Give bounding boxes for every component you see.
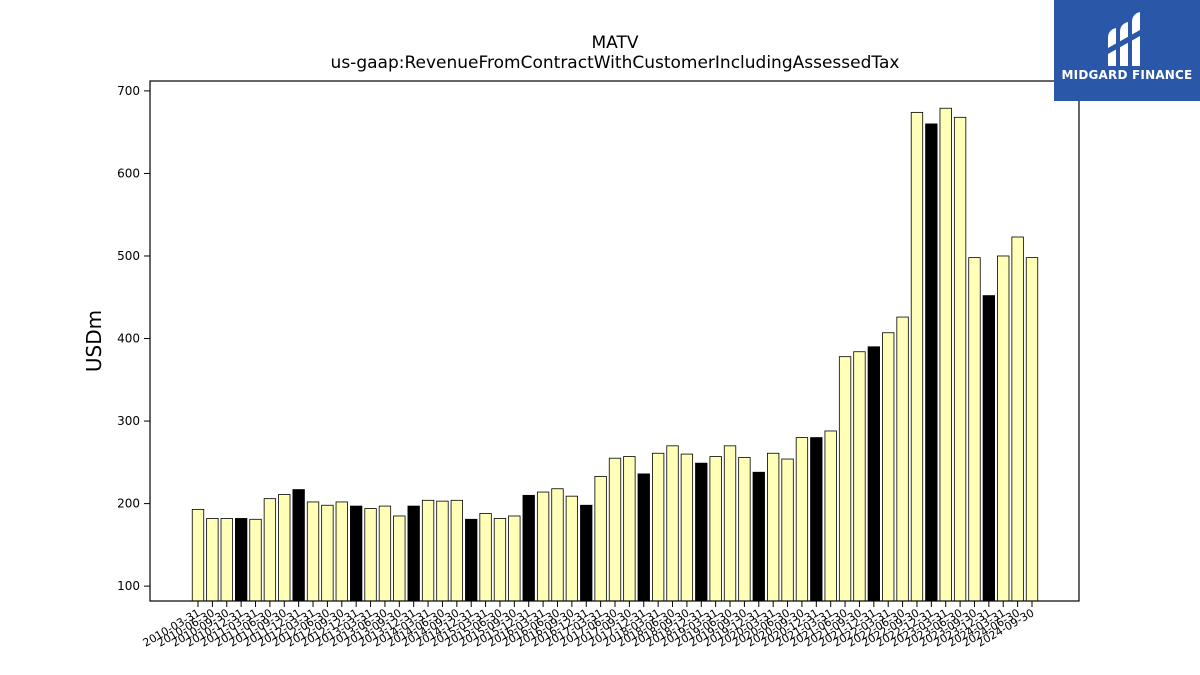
bar-2024-03-31 <box>997 255 1010 602</box>
bar-2011-12-31 <box>292 489 305 602</box>
bar-2022-09-30 <box>910 111 924 602</box>
plot-frame <box>149 80 1080 602</box>
bar-2022-06-30 <box>896 316 909 602</box>
y-tick-label: 500 <box>117 249 140 263</box>
bar-2019-12-31 <box>752 471 765 602</box>
y-axis: 100 200 300 400 500 600 700 <box>117 84 150 593</box>
bar-2016-09-30 <box>565 495 579 602</box>
x-axis: 2010-03-312010-06-302010-09-302010-12-31… <box>141 601 1037 650</box>
bars-group <box>191 107 1039 602</box>
bar-2012-12-31 <box>350 505 363 602</box>
bar-2024-06-30 <box>1011 236 1024 602</box>
bar-2013-03-31 <box>364 508 377 602</box>
bar-2014-06-30 <box>436 500 449 602</box>
bar-2012-06-30 <box>321 504 334 602</box>
y-tick-label: 200 <box>117 497 140 511</box>
bar-2017-06-30 <box>608 457 622 602</box>
bar-2021-03-31 <box>824 430 837 602</box>
bar-2019-09-30 <box>738 456 751 602</box>
bar-2023-12-31 <box>982 295 996 602</box>
bar-2013-06-30 <box>378 505 392 602</box>
bar-2018-03-31 <box>651 452 665 602</box>
bar-2018-12-31 <box>695 462 708 602</box>
bar-2018-06-30 <box>666 445 679 602</box>
bar-2013-09-30 <box>393 515 406 602</box>
bar-2020-03-31 <box>767 452 780 602</box>
y-tick-label: 600 <box>117 166 140 180</box>
bar-2011-06-30 <box>263 498 277 602</box>
bar-2014-03-31 <box>421 499 435 602</box>
bar-2015-06-30 <box>493 518 507 602</box>
bar-2021-12-31 <box>867 346 880 602</box>
midgard-logo-icon <box>1108 12 1140 66</box>
bar-2015-03-31 <box>479 513 492 602</box>
bar-2022-12-31 <box>925 123 938 602</box>
bar-2020-12-31 <box>810 437 823 602</box>
bar-2017-03-31 <box>594 475 607 602</box>
bar-2016-03-31 <box>536 491 550 602</box>
bar-2012-03-31 <box>306 501 320 602</box>
bar-2010-06-30 <box>206 518 219 602</box>
bar-2019-06-30 <box>723 445 737 602</box>
bar-2011-03-31 <box>249 518 262 602</box>
y-tick-label: 100 <box>117 579 140 593</box>
bar-2016-06-30 <box>551 488 564 602</box>
y-tick-label: 400 <box>117 332 140 346</box>
bar-2017-12-31 <box>637 473 650 602</box>
bar-2020-06-30 <box>781 458 794 602</box>
bar-2010-12-31 <box>234 518 248 602</box>
bar-2020-09-30 <box>795 437 809 602</box>
bar-2023-06-30 <box>953 116 967 602</box>
bar-2023-03-31 <box>939 107 952 602</box>
bar-2024-09-30 <box>1025 257 1039 602</box>
y-tick-label: 300 <box>117 414 140 428</box>
bar-2010-09-30 <box>220 518 233 602</box>
chart-title: MATV <box>592 33 639 53</box>
bar-2013-12-31 <box>407 505 420 602</box>
bar-2022-03-31 <box>882 332 895 602</box>
bar-2011-09-30 <box>278 494 291 602</box>
bar-2018-09-30 <box>680 453 694 602</box>
bar-2015-12-31 <box>522 494 535 602</box>
chart-subtitle: us-gaap:RevenueFromContractWithCustomerI… <box>331 53 900 73</box>
logo-text: MIDGARD FINANCE <box>1061 68 1193 82</box>
bar-2019-03-31 <box>709 456 722 602</box>
bar-2015-09-30 <box>508 515 521 602</box>
brand-logo: MIDGARD FINANCE <box>1054 0 1200 101</box>
bar-2012-09-30 <box>335 501 348 602</box>
bar-2021-06-30 <box>838 356 852 602</box>
bar-2014-12-31 <box>465 518 478 602</box>
bar-2017-09-30 <box>623 456 636 602</box>
bar-2021-09-30 <box>853 351 866 602</box>
bar-2014-09-30 <box>450 499 463 602</box>
y-axis-label: USDm <box>82 310 106 372</box>
bar-2010-03-31 <box>191 508 205 602</box>
bar-2023-09-30 <box>968 257 981 602</box>
bar-2016-12-31 <box>580 504 593 602</box>
y-tick-label: 700 <box>117 84 140 98</box>
